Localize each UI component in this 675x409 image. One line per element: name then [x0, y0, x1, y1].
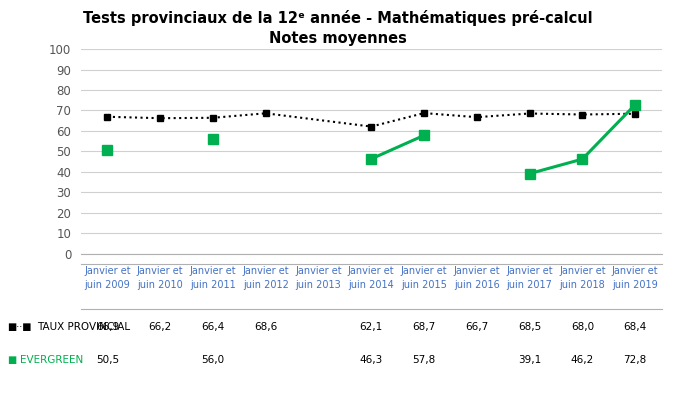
Text: ■: ■: [7, 355, 16, 365]
Text: juin 2011: juin 2011: [190, 281, 236, 290]
Text: Janvier et: Janvier et: [401, 266, 448, 276]
Text: juin 2009: juin 2009: [84, 281, 130, 290]
Text: TAUX PROVINCIAL: TAUX PROVINCIAL: [37, 322, 130, 332]
Text: Notes moyennes: Notes moyennes: [269, 31, 406, 46]
Text: 72,8: 72,8: [624, 355, 647, 365]
Text: juin 2019: juin 2019: [612, 281, 658, 290]
Text: 66,7: 66,7: [465, 322, 489, 332]
Text: 46,2: 46,2: [571, 355, 594, 365]
Text: 68,7: 68,7: [412, 322, 435, 332]
Text: Janvier et: Janvier et: [190, 266, 236, 276]
Text: 66,9: 66,9: [96, 322, 119, 332]
Text: ■··■: ■··■: [7, 322, 31, 332]
Text: 50,5: 50,5: [96, 355, 119, 365]
Text: Janvier et: Janvier et: [84, 266, 131, 276]
Text: 39,1: 39,1: [518, 355, 541, 365]
Text: juin 2015: juin 2015: [401, 281, 447, 290]
Text: 68,6: 68,6: [254, 322, 277, 332]
Text: 62,1: 62,1: [360, 322, 383, 332]
Text: juin 2018: juin 2018: [560, 281, 605, 290]
Text: 68,0: 68,0: [571, 322, 594, 332]
Text: 66,4: 66,4: [201, 322, 225, 332]
Text: EVERGREEN: EVERGREEN: [20, 355, 84, 365]
Text: 46,3: 46,3: [360, 355, 383, 365]
Text: juin 2010: juin 2010: [137, 281, 183, 290]
Text: 68,4: 68,4: [624, 322, 647, 332]
Text: 68,5: 68,5: [518, 322, 541, 332]
Text: Janvier et: Janvier et: [242, 266, 289, 276]
Text: Janvier et: Janvier et: [559, 266, 605, 276]
Text: juin 2017: juin 2017: [507, 281, 553, 290]
Text: juin 2012: juin 2012: [243, 281, 289, 290]
Text: Tests provinciaux de la 12ᵉ année - Mathématiques pré-calcul: Tests provinciaux de la 12ᵉ année - Math…: [82, 10, 593, 26]
Text: Janvier et: Janvier et: [137, 266, 184, 276]
Text: Janvier et: Janvier et: [506, 266, 553, 276]
Text: juin 2013: juin 2013: [296, 281, 342, 290]
Text: Janvier et: Janvier et: [612, 266, 658, 276]
Text: 56,0: 56,0: [201, 355, 225, 365]
Text: juin 2014: juin 2014: [348, 281, 394, 290]
Text: Janvier et: Janvier et: [348, 266, 395, 276]
Text: 57,8: 57,8: [412, 355, 435, 365]
Text: 66,2: 66,2: [148, 322, 171, 332]
Text: juin 2016: juin 2016: [454, 281, 500, 290]
Text: Janvier et: Janvier et: [454, 266, 500, 276]
Text: Janvier et: Janvier et: [295, 266, 342, 276]
